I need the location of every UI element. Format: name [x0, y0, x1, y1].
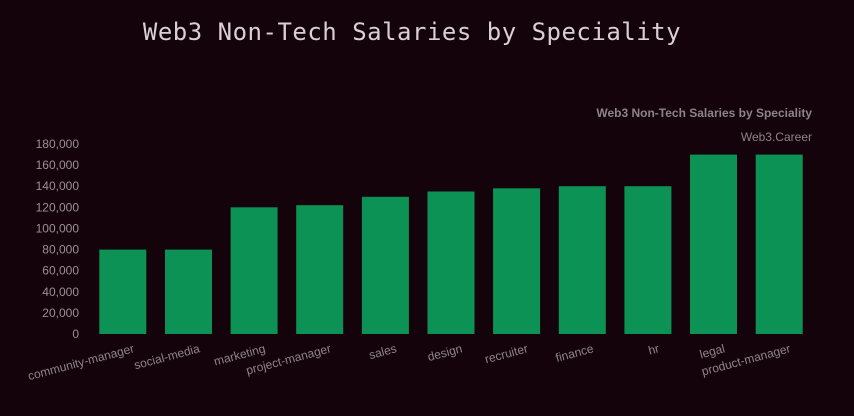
x-tick-label: design	[426, 341, 464, 364]
x-tick-label: sales	[367, 341, 398, 362]
x-tick-label: community-manager	[26, 341, 135, 383]
bar-social-media[interactable]	[165, 249, 212, 334]
x-tick-label: legal	[698, 341, 726, 361]
bar-marketing[interactable]	[230, 207, 278, 334]
y-tick-label: 180,000	[36, 137, 80, 151]
page-title: Web3 Non-Tech Salaries by Speciality	[142, 18, 682, 46]
bar-recruiter[interactable]	[493, 188, 541, 334]
chart-source: Web3.Career	[741, 130, 812, 144]
y-tick-label: 120,000	[36, 200, 80, 214]
y-tick-label: 40,000	[42, 285, 79, 299]
x-tick-label: recruiter	[483, 341, 529, 366]
x-tick-label: social-media	[133, 341, 202, 372]
chart-title: Web3 Non-Tech Salaries by Speciality	[596, 106, 812, 120]
bar-product-manager[interactable]	[755, 154, 803, 334]
bar-legal[interactable]	[690, 154, 737, 334]
bar-sales[interactable]	[361, 196, 409, 334]
bar-finance[interactable]	[558, 186, 606, 334]
y-tick-label: 140,000	[36, 179, 80, 193]
bar-project-manager[interactable]	[296, 205, 344, 334]
bar-hr[interactable]	[624, 186, 672, 334]
y-tick-label: 20,000	[42, 306, 79, 320]
bars	[99, 154, 803, 335]
bar-design[interactable]	[427, 191, 475, 335]
y-tick-label: 100,000	[36, 221, 80, 235]
bar-community-manager[interactable]	[99, 249, 147, 334]
y-tick-label: 60,000	[42, 264, 79, 278]
y-tick-label: 80,000	[42, 243, 79, 257]
y-axis: 0 20,000 40,000 60,000 80,000 100,000 120,000 1…	[36, 137, 80, 341]
y-tick-label: 160,000	[36, 158, 80, 172]
y-tick-label: 0	[72, 327, 79, 341]
x-tick-label: finance	[554, 341, 595, 365]
x-tick-label: hr	[647, 341, 661, 357]
